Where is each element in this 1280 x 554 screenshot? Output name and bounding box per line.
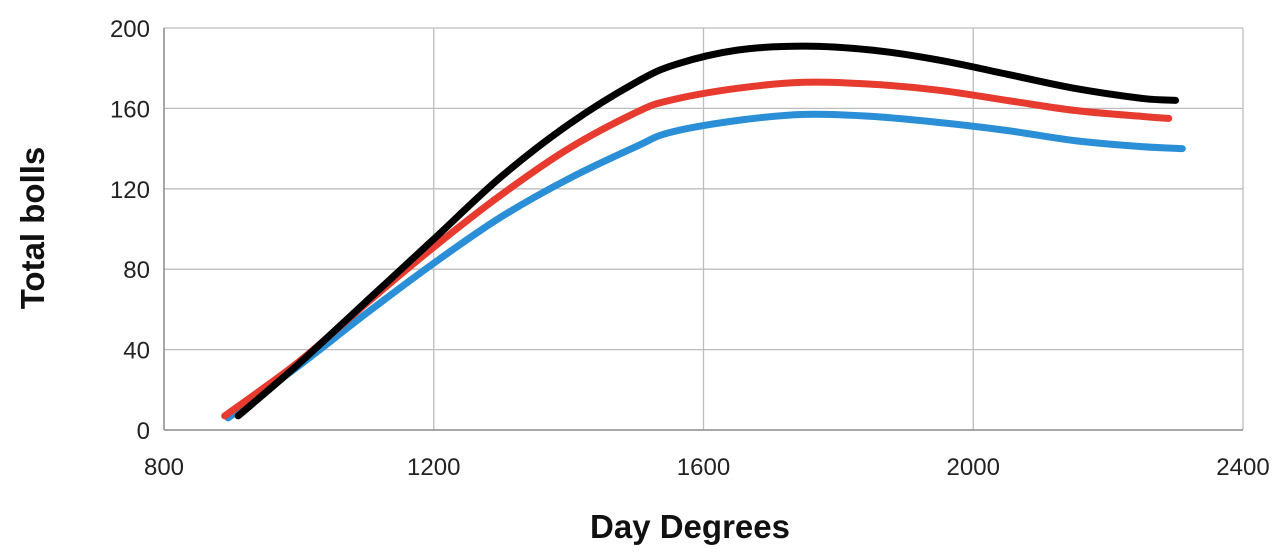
series-line bbox=[224, 110, 1186, 422]
x-tick-label: 1600 bbox=[677, 454, 730, 481]
y-tick-label: 0 bbox=[137, 418, 150, 445]
y-tick-label: 200 bbox=[110, 16, 150, 43]
x-tick-label: 1200 bbox=[407, 454, 460, 481]
grid bbox=[164, 27, 1244, 430]
y-tick-label: 160 bbox=[110, 96, 150, 123]
y-tick-label: 80 bbox=[123, 257, 150, 284]
x-tick-label: 2400 bbox=[1216, 454, 1269, 481]
y-tick-label: 120 bbox=[110, 177, 150, 204]
x-tick-label: 2000 bbox=[947, 454, 1000, 481]
y-tick-label: 40 bbox=[123, 338, 150, 365]
series-lines bbox=[221, 42, 1186, 422]
axes: 0 40 80 120 160 200 800 1200 1600 2000 2400 bbox=[110, 16, 1270, 481]
series-line bbox=[234, 42, 1180, 420]
x-axis-title: Day Degrees bbox=[590, 508, 790, 545]
x-tick-label: 800 bbox=[144, 454, 184, 481]
y-axis-title: Total bolls bbox=[14, 147, 51, 310]
